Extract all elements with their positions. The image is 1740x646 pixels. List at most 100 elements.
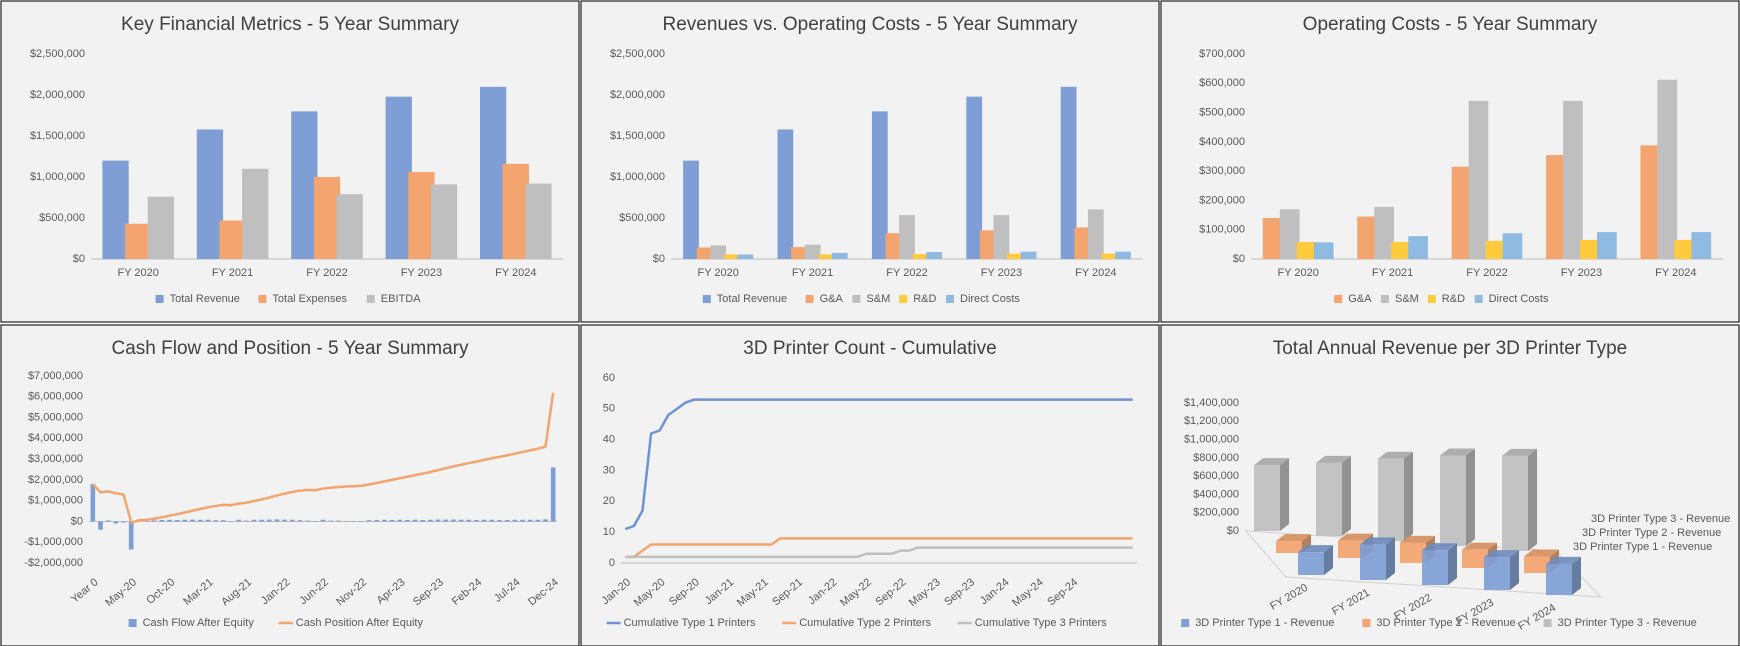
y-tick-label: 10 [603,526,615,538]
x-tick-label: FY 2022 [306,267,347,279]
y-tick-label: $2,500,000 [30,48,85,60]
bar [313,177,341,259]
bar [228,521,234,522]
bar [1313,242,1334,259]
bar [366,520,372,522]
bar [1338,540,1364,558]
bar [710,245,727,259]
bar [1357,216,1377,259]
bar [1674,239,1695,259]
bar [1087,209,1104,259]
bar [696,247,713,259]
series-label: 3D Printer Type 1 - Revenue [1573,541,1712,553]
y-tick-label: $600,000 [1199,77,1245,89]
series-label: 3D Printer Type 3 - Revenue [1591,513,1730,525]
y-tick-label: $1,000,000 [28,495,83,507]
y-tick-label: 60 [603,372,615,384]
bar [443,519,449,522]
bar [408,172,435,259]
bar-side [1510,550,1519,590]
bar [1546,563,1572,595]
legend-label: Cash Position After Equity [296,617,424,629]
legend-label: S&M [1395,293,1419,305]
bar [791,247,807,259]
y-tick-label: $7,000,000 [28,370,83,382]
bar [1279,209,1300,259]
y-tick-label: $500,000 [39,212,85,224]
legend-label: Direct Costs [960,293,1020,305]
bar [251,519,257,522]
bar [197,519,203,522]
bar [1563,100,1583,259]
legend-label: Cumulative Type 3 Printers [975,617,1107,629]
bar-side [1404,451,1413,541]
bar [497,519,502,522]
legend-label: Total Revenue [717,293,787,305]
y-tick-label: $600,000 [1193,470,1239,482]
bar [737,254,754,259]
bar [804,244,821,259]
bar [1691,232,1712,259]
bar [151,520,157,522]
y-tick-label: $3,000,000 [28,453,83,465]
chart-title: Key Financial Metrics - 5 Year Summary [121,14,459,35]
bar-side [1386,537,1395,580]
bar [1422,550,1448,585]
legend-label: 3D Printer Type 2 - Revenue [1376,617,1515,629]
bar [1298,552,1324,575]
y-tick-label: $200,000 [1193,507,1239,519]
bar [1296,242,1317,259]
bar [147,196,174,259]
series-label: 3D Printer Type 2 - Revenue [1582,527,1721,539]
bar [125,223,152,259]
line [625,537,1133,559]
bar [1657,79,1678,260]
bar [543,519,548,522]
bar-side [1342,455,1351,536]
bar [313,521,318,522]
y-tick-label: $800,000 [1193,452,1239,464]
bar [466,519,472,522]
bar-top [1254,458,1289,466]
y-tick-label: $2,500,000 [610,48,665,60]
bar [451,519,456,522]
bar [1115,251,1131,259]
bar [320,519,326,522]
bar [480,86,507,259]
bar [374,519,380,522]
y-tick-label: -$2,000,000 [24,557,83,569]
bar-side [1448,543,1457,585]
legend-label: Cumulative Type 2 Printers [799,617,931,629]
bar [405,519,410,522]
y-tick-label: $700,000 [1199,48,1245,60]
legend-label: R&D [913,293,936,305]
bar [912,254,929,259]
bar-top [1378,451,1413,459]
legend-swatch [366,295,375,303]
bar-top [1276,534,1311,542]
bar [1451,166,1472,259]
y-tick-label: $0 [1227,525,1239,537]
bar [1546,155,1566,259]
y-tick-label: 50 [603,403,615,415]
line [624,398,1133,531]
bar [297,520,303,522]
bar-top [1360,537,1395,545]
bar [205,519,211,522]
bar-top [1400,535,1435,543]
bar [282,519,287,522]
x-tick-label: FY 2022 [886,267,927,279]
bar [1485,240,1506,259]
bar [1524,556,1550,573]
bar [1262,218,1283,259]
bar [1101,253,1118,259]
bar [1360,544,1386,580]
bar [723,254,740,259]
y-tick-label: $0 [1233,253,1245,265]
bar [412,519,418,522]
bar [382,519,387,522]
bar [336,194,363,259]
bar [535,519,541,522]
line [91,392,555,524]
bar [550,467,556,522]
